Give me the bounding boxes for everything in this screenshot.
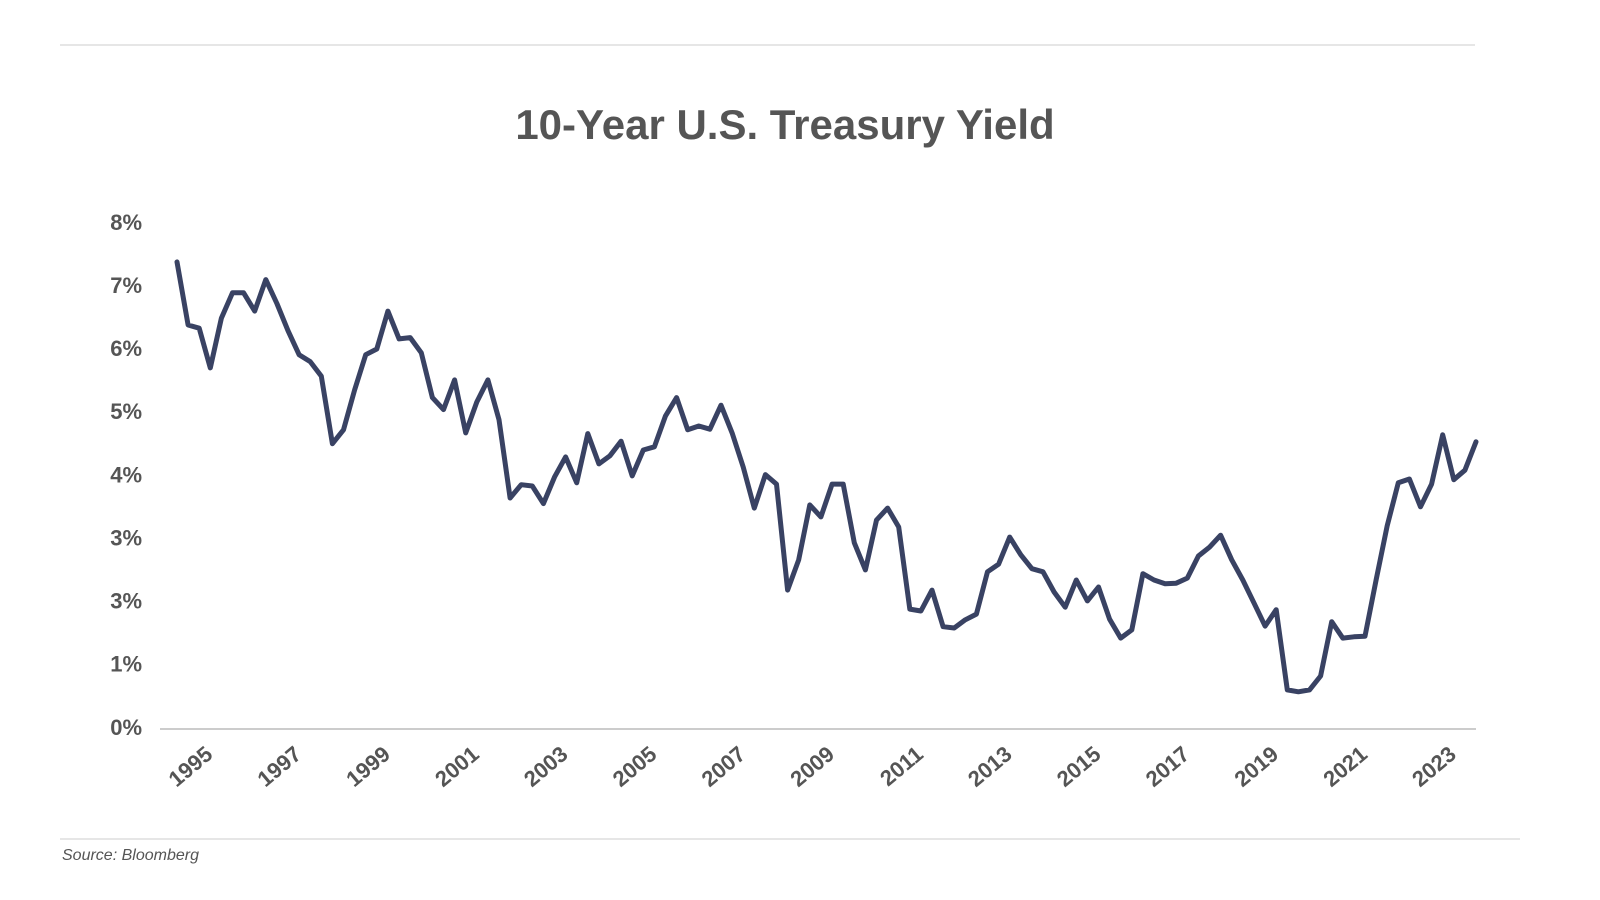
x-tick-label: 1995 [164,741,218,792]
x-tick-label: 2003 [519,741,573,792]
x-tick-label: 1999 [341,741,395,792]
x-tick-label: 2011 [875,741,928,791]
y-tick-label: 7% [110,273,142,298]
x-tick-label: 2019 [1230,741,1284,792]
x-tick-label: 2005 [608,741,662,792]
x-tick-label: 2001 [430,741,484,792]
x-tick-label: 2023 [1407,741,1461,792]
line-series [174,259,1479,695]
x-tick-label: 2017 [1141,741,1195,792]
source-note: Source: Bloomberg [62,847,199,864]
x-tick-label: 2015 [1052,741,1106,792]
y-tick-label: 0% [110,715,142,740]
y-tick-label: 4% [110,462,142,487]
y-tick-label: 3% [110,525,142,550]
x-tick-label: 2013 [963,741,1017,792]
y-tick-label: 1% [110,652,142,677]
y-tick-label: 8% [110,210,142,235]
x-tick-label: 1997 [253,741,307,792]
x-tick-label: 2009 [785,741,839,792]
x-tick-label: 2007 [697,741,751,792]
y-tick-label: 5% [110,399,142,424]
y-tick-label: 6% [110,336,142,361]
x-tick-label: 2021 [1318,741,1372,792]
y-tick-label: 3% [110,589,142,614]
chart-title: 10-Year U.S. Treasury Yield [515,101,1054,148]
